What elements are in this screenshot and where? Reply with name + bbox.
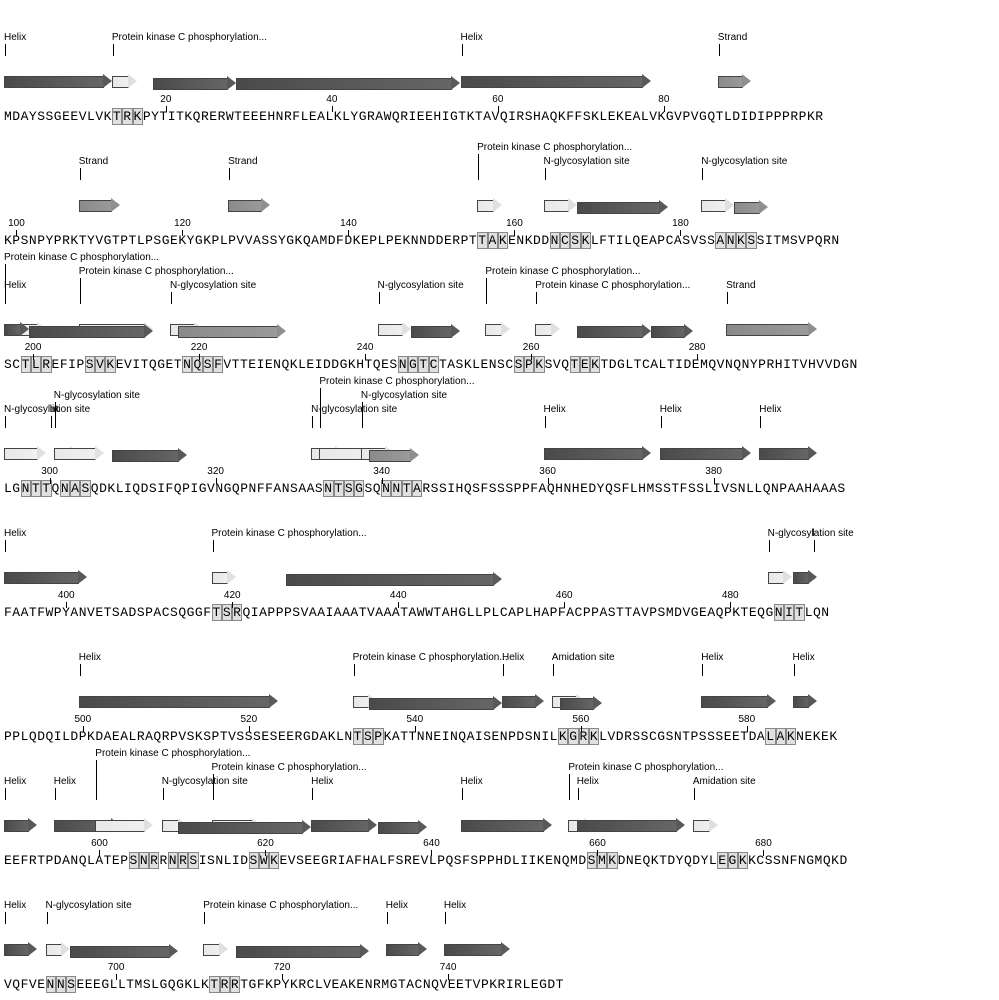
feature-arrow [95,818,153,832]
sequence-row: MDAYSSGEEVLVKTRKPYTITKQRERWTEEEHNRFLEALK… [4,4,999,124]
feature-arrow [54,446,104,460]
feature-arrow [46,942,71,956]
sequence-text: KPSNPYPRKTYVGTPTLPSGEKYGKPLPVVASSYGKQAMD… [4,233,840,248]
feature-arrow [535,322,560,336]
sequence-row: LGNTTQNASQDKLIQDSIFQPIGVNGQPNFFANSAASNTS… [4,376,999,496]
sequence-row: FAATFWPYANVETSADSPACSQGGFTSRQIAPPPSVAAIA… [4,500,999,620]
sequence-text: LGNTTQNASQDKLIQDSIFQPIGVNGQPNFFANSAASNTS… [4,481,846,496]
feature-arrow [726,322,817,336]
feature-arrow [378,820,428,834]
feature-arrow [660,446,751,460]
sequence-text: FAATFWPYANVETSADSPACSQGGFTSRQIAPPPSVAAIA… [4,605,830,620]
feature-arrow [718,74,751,88]
feature-arrow [577,324,652,338]
feature-arrow [560,696,602,710]
feature-arrow [444,942,510,956]
feature-arrow [693,818,718,832]
feature-arrow [178,820,311,834]
feature-arrow [311,818,377,832]
feature-arrow [701,198,734,212]
feature-arrow [544,446,652,460]
feature-arrow [793,570,818,584]
feature-arrow [461,818,552,832]
feature-arrow [112,74,137,88]
feature-arrow [544,198,577,212]
feature-arrow [4,322,29,336]
feature-arrow [369,696,502,710]
feature-arrow [502,694,544,708]
feature-arrow [577,200,668,214]
sequence-text: PPLQDQILDPKDAEALRAQRPVSKSPTVSSSESEERGDAK… [4,729,838,744]
sequence-diagram: MDAYSSGEEVLVKTRKPYTITKQRERWTEEEHNRFLEALK… [4,4,999,992]
sequence-row: SCTLREFIPSVKEVITQGETNQSFVTTEIENQKLEIDDGK… [4,252,999,372]
feature-arrow [4,942,37,956]
feature-arrow [477,198,502,212]
feature-arrow [4,74,112,88]
feature-arrow [286,572,502,586]
feature-arrow [236,944,369,958]
feature-arrow [29,324,154,338]
feature-arrow [212,570,237,584]
sequence-row: VQFVENNSEEEGLLTMSLGQGKLKTRRTGFKPYKRCLVEA… [4,872,999,992]
feature-arrow [651,324,693,338]
feature-arrow [734,200,767,214]
feature-arrow [577,818,685,832]
feature-arrow [461,74,652,88]
feature-arrow [178,324,286,338]
feature-arrow [79,198,121,212]
feature-arrow [411,324,461,338]
feature-arrow [768,570,793,584]
sequence-row: KPSNPYPRKTYVGTPTLPSGEKYGKPLPVVASSYGKQAMD… [4,128,999,248]
feature-arrow [112,448,187,462]
feature-arrow [236,76,460,90]
feature-arrow [701,694,776,708]
sequence-text: VQFVENNSEEEGLLTMSLGQGKLKTRRTGFKPYKRCLVEA… [4,977,564,992]
feature-arrow [759,446,817,460]
feature-arrow [386,942,428,956]
feature-arrow [793,694,818,708]
sequence-text: MDAYSSGEEVLVKTRKPYTITKQRERWTEEEHNRFLEALK… [4,109,824,124]
feature-arrow [369,448,419,462]
feature-arrow [79,694,278,708]
feature-arrow [4,446,46,460]
feature-arrow [4,570,87,584]
feature-arrow [378,322,411,336]
feature-arrow [153,76,236,90]
sequence-row: PPLQDQILDPKDAEALRAQRPVSKSPTVSSSESEERGDAK… [4,624,999,744]
feature-arrow [70,944,178,958]
feature-arrow [228,198,270,212]
feature-arrow [485,322,510,336]
feature-arrow [4,818,37,832]
sequence-text: SCTLREFIPSVKEVITQGETNQSFVTTEIENQKLEIDDGK… [4,357,858,372]
sequence-text: EEFRTPDANQLATEPSNRRNRSISNLIDSWKEVSEEGRIA… [4,853,848,868]
sequence-row: EEFRTPDANQLATEPSNRRNRSISNLIDSWKEVSEEGRIA… [4,748,999,868]
feature-arrow [203,942,228,956]
